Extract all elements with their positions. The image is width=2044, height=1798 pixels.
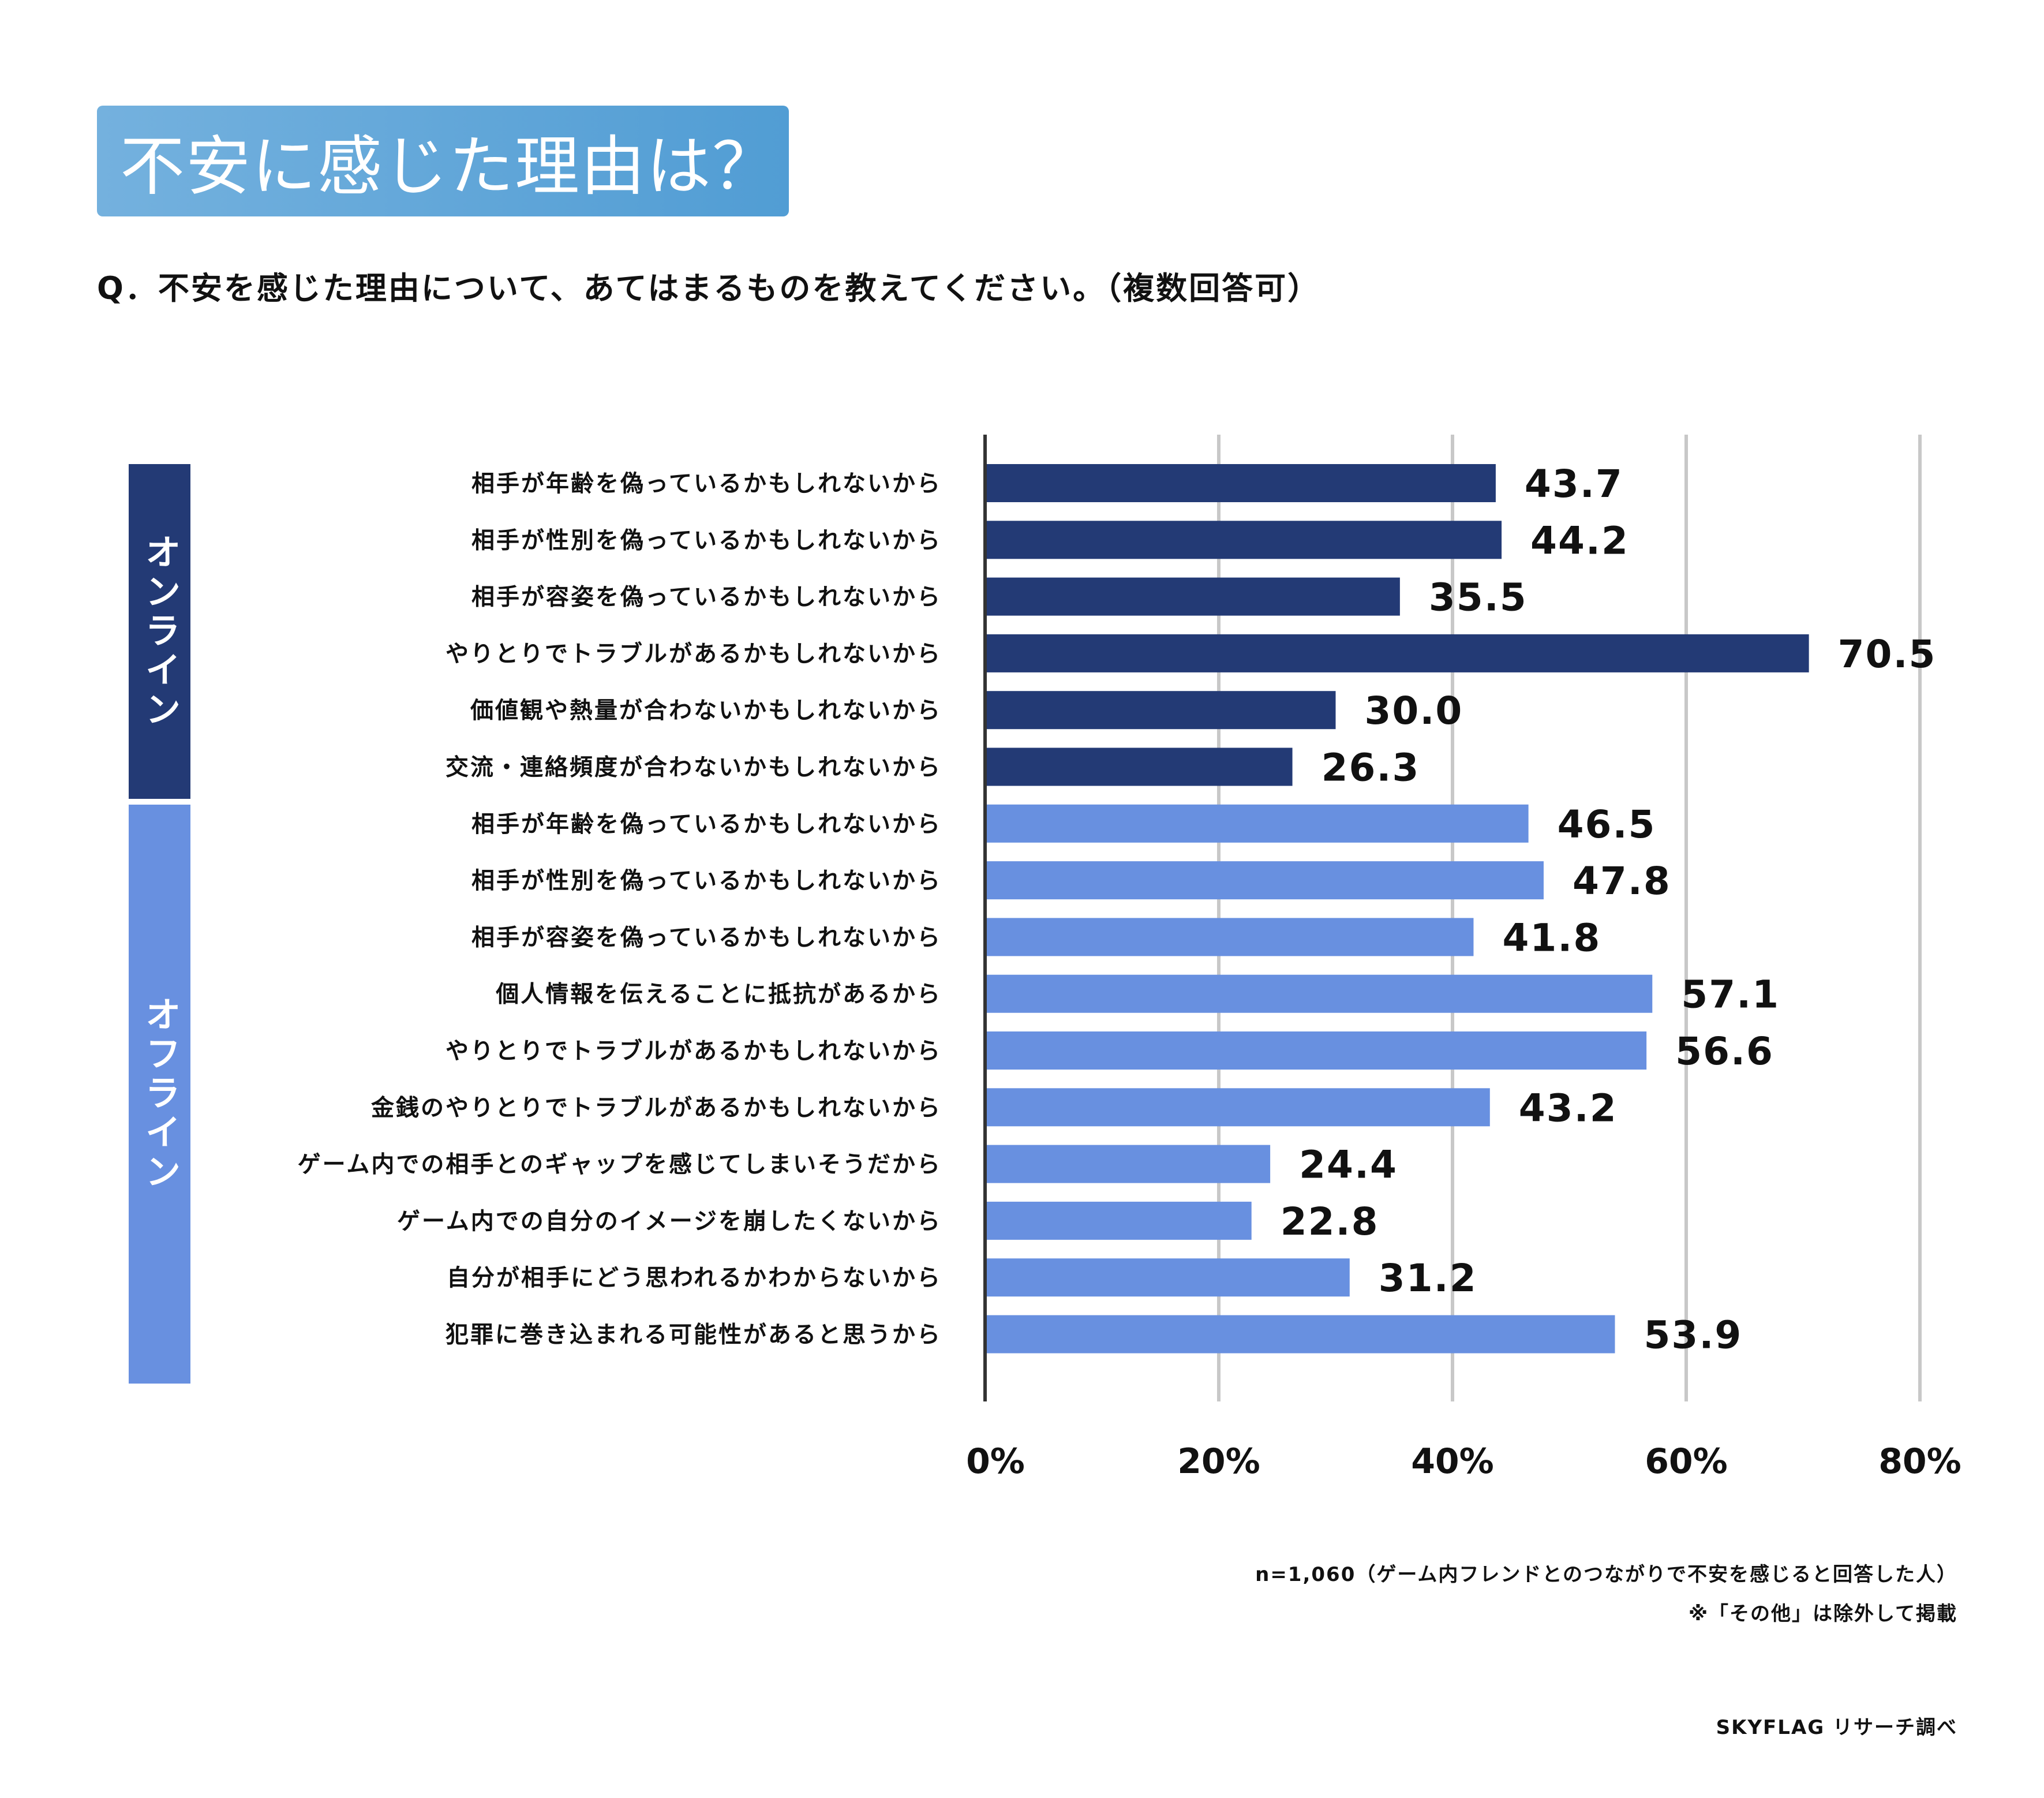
- value-label: 53.9: [1644, 1313, 1742, 1358]
- sample-size-note: n=1,060（ゲーム内フレンドとのつながりで不安を感じると回答した人）: [1255, 1563, 1957, 1586]
- value-label: 22.8: [1281, 1199, 1379, 1244]
- value-label: 26.3: [1322, 746, 1420, 790]
- group-label-online: オンライン: [138, 533, 181, 730]
- x-tick-label: 40%: [1411, 1441, 1494, 1482]
- category-label: 相手が性別を偽っているかもしれないから: [471, 868, 942, 894]
- title-banner: 不安に感じた理由は？: [97, 106, 789, 216]
- bar: [985, 747, 1293, 786]
- value-label: 56.6: [1675, 1029, 1774, 1074]
- bar: [985, 464, 1496, 502]
- survey-question: Q．不安を感じた理由について、あてはまるものを教えてください。（複数回答可）: [97, 270, 1321, 306]
- group-label-offline: オフライン: [138, 996, 181, 1193]
- bar: [985, 521, 1502, 559]
- category-label: 個人情報を伝えることに抵抗があるから: [495, 981, 942, 1008]
- value-label: 35.5: [1429, 575, 1528, 620]
- bar: [985, 1201, 1252, 1240]
- category-label: 犯罪に巻き込まれる可能性があると思うから: [446, 1322, 942, 1348]
- category-label: 金銭のやりとりでトラブルがあるかもしれないから: [370, 1094, 942, 1121]
- bar: [985, 1031, 1647, 1070]
- category-label: 相手が性別を偽っているかもしれないから: [471, 527, 942, 554]
- bar: [985, 691, 1336, 730]
- source-credit: SKYFLAG リサーチ調べ: [1716, 1716, 1957, 1739]
- value-label: 57.1: [1681, 973, 1780, 1017]
- category-label: 自分が相手にどう思われるかわからないから: [447, 1265, 942, 1291]
- category-label: 相手が容姿を偽っているかもしれないから: [471, 924, 942, 951]
- bar: [985, 1258, 1350, 1297]
- bar: [985, 634, 1809, 672]
- value-label: 31.2: [1379, 1256, 1477, 1300]
- category-label: ゲーム内での相手とのギャップを感じてしまいそうだから: [298, 1152, 942, 1178]
- x-tick-label: 60%: [1645, 1441, 1728, 1482]
- category-label: ゲーム内での自分のイメージを崩したくないから: [397, 1208, 942, 1235]
- x-tick-label: 20%: [1177, 1441, 1260, 1482]
- bar: [985, 861, 1544, 900]
- bar: [985, 974, 1653, 1013]
- category-label: 交流・連絡頻度が合わないかもしれないから: [446, 754, 942, 781]
- category-label: 相手が年齢を偽っているかもしれないから: [471, 811, 942, 838]
- category-labels: 相手が年齢を偽っているかもしれないから相手が性別を偽っているかもしれないから相手…: [298, 470, 942, 1348]
- category-label: やりとりでトラブルがあるかもしれないから: [446, 641, 942, 667]
- value-label: 47.8: [1573, 859, 1671, 903]
- group-box-offline: オフライン: [129, 804, 190, 1384]
- bars: [985, 464, 1809, 1354]
- value-label: 44.2: [1530, 518, 1629, 563]
- value-label: 41.8: [1502, 915, 1601, 960]
- value-label: 70.5: [1838, 632, 1937, 676]
- bar: [985, 804, 1529, 843]
- bar: [985, 1088, 1490, 1127]
- category-label: 相手が年齢を偽っているかもしれないから: [471, 470, 942, 497]
- value-label: 46.5: [1558, 802, 1656, 847]
- category-label: 相手が容姿を偽っているかもしれないから: [471, 584, 942, 611]
- value-labels: 43.7 44.235.5 70.5 30.0 26.3 46.5 47.8 41.8 57.1…: [1281, 462, 1937, 1358]
- bar: [985, 1145, 1271, 1183]
- value-label: 24.4: [1299, 1143, 1398, 1187]
- value-label: 43.2: [1519, 1086, 1618, 1130]
- category-label: やりとりでトラブルがあるかもしれないから: [446, 1038, 942, 1064]
- x-axis-tick-labels: 0% 20% 40% 60% 80%: [966, 1441, 1961, 1482]
- x-tick-label: 0%: [966, 1441, 1025, 1482]
- bar: [985, 577, 1400, 616]
- category-label: 価値観や熱量が合わないかもしれないから: [470, 697, 942, 724]
- bar: [985, 1315, 1615, 1354]
- value-label: 43.7: [1525, 462, 1623, 506]
- value-label: 30.0: [1365, 689, 1463, 733]
- group-box-online: オンライン: [129, 464, 190, 799]
- bar: [985, 918, 1474, 956]
- page-title: 不安に感じた理由は？: [120, 129, 778, 204]
- x-tick-label: 80%: [1878, 1441, 1961, 1482]
- exclusion-note: ※「その他」は除外して掲載: [1688, 1602, 1957, 1625]
